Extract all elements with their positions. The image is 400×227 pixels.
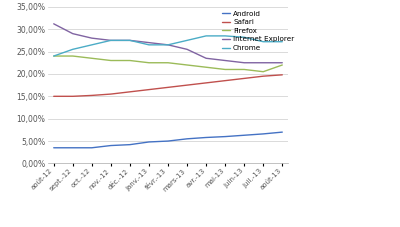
Firefox	[261, 70, 266, 73]
Chrome	[70, 48, 75, 51]
Safari	[185, 84, 190, 86]
Chrome	[90, 44, 94, 46]
Android	[280, 131, 285, 133]
Legend: Android, Safari, Firefox, Internet Explorer, Chrome: Android, Safari, Firefox, Internet Explo…	[221, 10, 295, 52]
Internet Explorer	[223, 59, 228, 62]
Safari	[128, 91, 132, 93]
Safari	[108, 93, 113, 95]
Firefox	[242, 68, 246, 71]
Safari	[261, 75, 266, 78]
Chrome	[242, 36, 246, 39]
Android	[261, 133, 266, 135]
Firefox	[51, 55, 56, 57]
Internet Explorer	[128, 39, 132, 42]
Chrome	[51, 55, 56, 57]
Firefox	[146, 61, 151, 64]
Firefox	[90, 57, 94, 60]
Internet Explorer	[108, 39, 113, 42]
Chrome	[166, 44, 170, 46]
Android	[90, 146, 94, 149]
Safari	[280, 74, 285, 76]
Chrome	[128, 39, 132, 42]
Firefox	[128, 59, 132, 62]
Firefox	[108, 59, 113, 62]
Chrome	[108, 39, 113, 42]
Android	[242, 134, 246, 137]
Android	[51, 146, 56, 149]
Safari	[204, 81, 208, 84]
Firefox	[70, 55, 75, 57]
Line: Android: Android	[54, 132, 282, 148]
Internet Explorer	[51, 22, 56, 25]
Internet Explorer	[204, 57, 208, 60]
Android	[70, 146, 75, 149]
Line: Safari: Safari	[54, 75, 282, 96]
Android	[108, 144, 113, 147]
Firefox	[204, 66, 208, 69]
Firefox	[166, 61, 170, 64]
Line: Firefox: Firefox	[54, 56, 282, 72]
Internet Explorer	[146, 41, 151, 44]
Android	[146, 141, 151, 143]
Internet Explorer	[261, 61, 266, 64]
Internet Explorer	[242, 61, 246, 64]
Safari	[51, 95, 56, 98]
Line: Internet Explorer: Internet Explorer	[54, 24, 282, 63]
Internet Explorer	[166, 44, 170, 46]
Chrome	[261, 40, 266, 43]
Safari	[146, 88, 151, 91]
Chrome	[185, 39, 190, 42]
Android	[128, 143, 132, 146]
Internet Explorer	[70, 32, 75, 35]
Android	[185, 138, 190, 140]
Safari	[166, 86, 170, 89]
Firefox	[185, 64, 190, 66]
Firefox	[223, 68, 228, 71]
Chrome	[146, 44, 151, 46]
Firefox	[280, 64, 285, 66]
Android	[166, 140, 170, 142]
Internet Explorer	[185, 48, 190, 51]
Android	[204, 136, 208, 139]
Chrome	[204, 35, 208, 37]
Android	[223, 135, 228, 138]
Safari	[90, 94, 94, 97]
Safari	[242, 77, 246, 80]
Internet Explorer	[90, 37, 94, 39]
Safari	[223, 79, 228, 82]
Chrome	[223, 35, 228, 37]
Safari	[70, 95, 75, 98]
Chrome	[280, 40, 285, 43]
Line: Chrome: Chrome	[54, 36, 282, 56]
Internet Explorer	[280, 61, 285, 64]
